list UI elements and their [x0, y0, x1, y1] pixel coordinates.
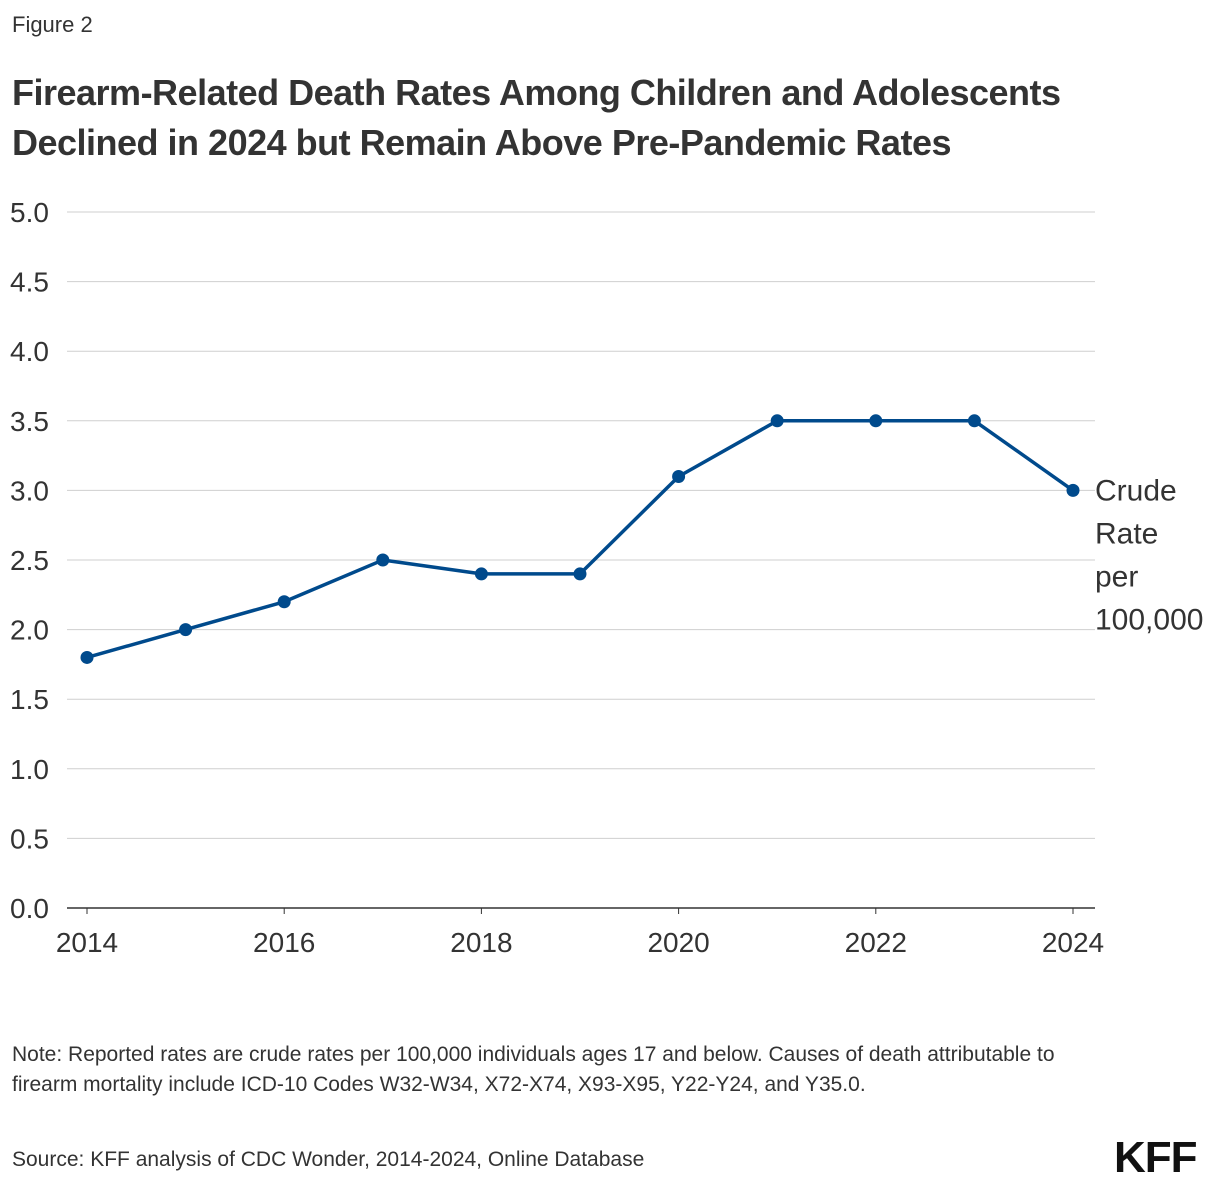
- x-tick-label: 2020: [647, 927, 709, 958]
- y-tick-label: 3.5: [10, 406, 49, 437]
- y-tick-label: 4.5: [10, 267, 49, 298]
- title-line-2: Declined in 2024 but Remain Above Pre-Pa…: [12, 122, 952, 163]
- y-tick-label: 2.5: [10, 545, 49, 576]
- x-tick-label: 2024: [1042, 927, 1104, 958]
- y-tick-label: 2.0: [10, 615, 49, 646]
- data-point-2016: [277, 595, 291, 609]
- x-tick-label: 2022: [845, 927, 907, 958]
- chart-note: Note: Reported rates are crude rates per…: [12, 1043, 1055, 1096]
- data-point-2021: [770, 414, 784, 428]
- figure-label: Figure 2: [12, 12, 93, 37]
- y-tick-label: 5.0: [10, 197, 49, 228]
- series-label-line: Crude: [1095, 474, 1177, 507]
- series-label-line: 100,000: [1095, 603, 1203, 636]
- data-point-2024: [1066, 483, 1080, 497]
- series-label-line: per: [1095, 560, 1138, 593]
- x-tick-label: 2014: [56, 927, 118, 958]
- x-tick-label: 2016: [253, 927, 315, 958]
- data-point-2014: [80, 650, 94, 664]
- series-label-line: Rate: [1095, 517, 1158, 550]
- data-point-2019: [573, 567, 587, 581]
- data-point-2015: [179, 623, 193, 637]
- x-tick-label: 2018: [450, 927, 512, 958]
- y-tick-label: 0.0: [10, 893, 49, 924]
- chart-title: Firearm-Related Death Rates Among Childr…: [12, 68, 1212, 168]
- data-point-2017: [376, 553, 390, 567]
- line-chart: 0.0 0.5 1.0 1.5 2.0 2.5 3.0 3.5 4.0 4.5 5.0 2014 201…: [10, 197, 1203, 958]
- data-point-2020: [672, 469, 686, 483]
- y-tick-label: 0.5: [10, 823, 49, 854]
- kff-logo: KFF: [1114, 1133, 1198, 1182]
- data-point-2022: [869, 414, 883, 428]
- data-point-2018: [474, 567, 488, 581]
- y-tick-label: 3.0: [10, 475, 49, 506]
- chart-source: Source: KFF analysis of CDC Wonder, 2014…: [12, 1148, 645, 1171]
- title-line-1: Firearm-Related Death Rates Among Childr…: [12, 72, 1061, 113]
- y-tick-label: 1.0: [10, 754, 49, 785]
- y-tick-label: 1.5: [10, 684, 49, 715]
- y-tick-label: 4.0: [10, 336, 49, 367]
- data-point-2023: [967, 414, 981, 428]
- series-line: [86, 419, 1075, 660]
